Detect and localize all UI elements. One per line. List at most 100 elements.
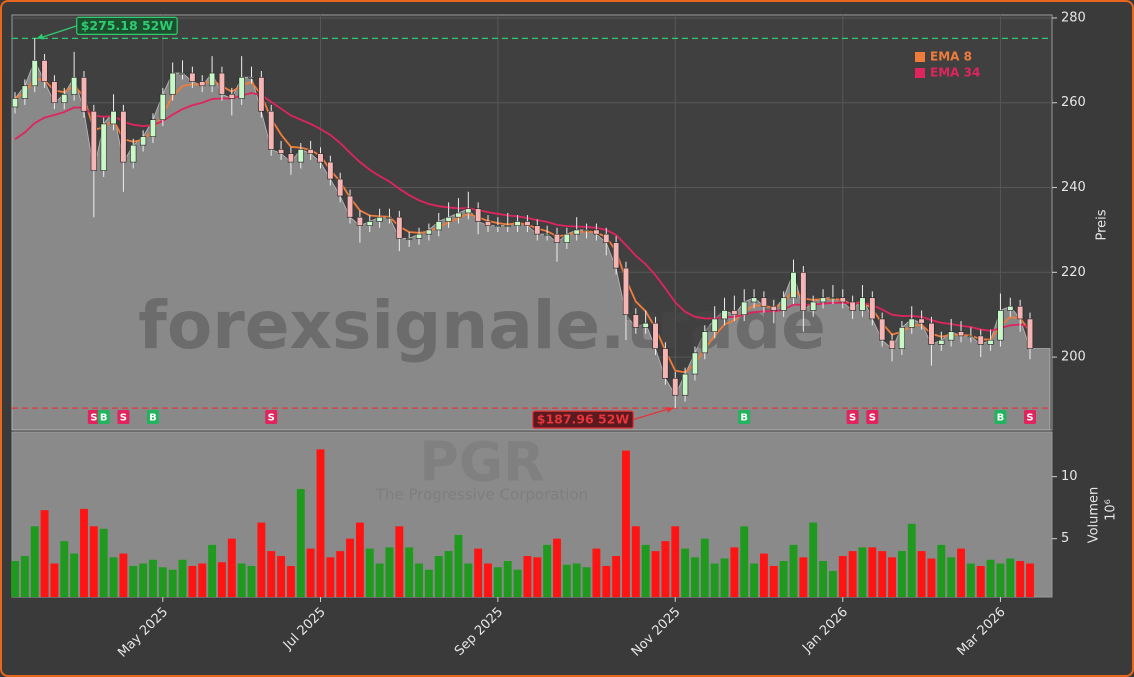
volume-bar: [395, 526, 404, 597]
candle-body: [90, 110, 97, 171]
volume-bar: [947, 557, 956, 597]
volume-bar: [158, 567, 167, 597]
volume-bar: [651, 551, 660, 597]
candle-body: [1007, 305, 1014, 311]
signal-box: [738, 410, 751, 424]
candle-body: [869, 297, 876, 320]
volume-bar: [40, 510, 49, 597]
candle-body: [534, 225, 541, 235]
volume-bar: [139, 563, 148, 597]
candle-body: [337, 178, 344, 197]
candle-body: [879, 318, 886, 341]
volume-bar: [385, 547, 394, 597]
volume-bar: [70, 553, 79, 597]
signal-box: [87, 410, 100, 424]
volume-bar: [50, 563, 59, 597]
volume-bar: [247, 565, 256, 597]
candle-body: [918, 318, 925, 324]
volume-bar: [878, 551, 887, 597]
volume-bar: [286, 565, 295, 597]
volume-bar: [543, 544, 552, 597]
volume-bar: [858, 547, 867, 597]
candle-body: [613, 242, 620, 269]
volume-bar: [149, 559, 157, 597]
extreme-label: $187.96 52W: [537, 412, 630, 427]
candle-body: [248, 77, 255, 79]
volume-bar: [582, 567, 591, 597]
volume-bar: [444, 551, 453, 597]
signal-label: S: [268, 413, 275, 424]
candle-body: [750, 297, 758, 303]
watermark: PGR: [419, 431, 544, 494]
candle-body: [691, 352, 699, 375]
candle-body: [731, 310, 738, 315]
candle-body: [760, 297, 768, 307]
volume-bar: [119, 553, 128, 597]
candle-body: [603, 233, 610, 243]
candle-body: [898, 327, 905, 349]
candle-body: [110, 110, 117, 125]
legend-label: EMA 8: [930, 50, 972, 64]
volume-bar: [957, 548, 965, 597]
candle-body: [41, 60, 48, 82]
candle-body: [287, 153, 295, 163]
candle-body: [475, 208, 482, 222]
candle-body: [484, 221, 492, 226]
candle-body: [228, 93, 235, 99]
volume-bar: [503, 561, 512, 597]
candle-body: [396, 216, 403, 239]
volume-bar: [809, 522, 818, 597]
y-tick-label: 200: [1061, 350, 1086, 365]
candle-body: [741, 301, 748, 315]
extreme-arrowhead: [36, 33, 44, 40]
candle-body: [819, 297, 827, 303]
volume-bar: [168, 569, 177, 597]
volume-bar: [316, 449, 325, 597]
volume-bar: [99, 528, 108, 597]
candle-body: [445, 216, 452, 222]
candle-body: [268, 110, 275, 150]
signal-box: [846, 410, 859, 424]
volume-bar: [769, 565, 778, 597]
y-tick-label: 240: [1061, 180, 1086, 195]
volume-bar: [907, 523, 916, 597]
candle-body: [307, 149, 314, 154]
volume-bar: [30, 526, 39, 597]
candle-body: [415, 233, 423, 239]
volume-bar: [296, 489, 305, 597]
volume-bar: [819, 561, 827, 597]
extreme-arrow: [38, 25, 77, 40]
volume-bar: [464, 563, 473, 597]
volume-bar: [888, 557, 896, 597]
volume-bar: [375, 563, 384, 597]
candle-body: [1026, 318, 1034, 349]
candle-body: [770, 305, 777, 311]
candle-body: [642, 322, 649, 328]
candle-body: [800, 272, 807, 311]
volume-bar: [11, 561, 19, 597]
y-tick-label: 10: [1061, 469, 1078, 484]
volume-bar: [306, 548, 315, 597]
candle-body: [790, 272, 797, 299]
candle-body: [31, 60, 38, 87]
volume-bar: [927, 558, 936, 597]
volume-bar: [779, 561, 788, 597]
candle-body: [514, 221, 521, 226]
signal-box: [117, 410, 130, 424]
legend-swatch: [915, 68, 925, 78]
volume-bar: [691, 557, 699, 597]
candle-body: [61, 93, 68, 104]
candle-body: [455, 212, 462, 218]
candle-body: [563, 233, 570, 243]
volume-bar: [789, 544, 798, 597]
volume-bar: [80, 508, 88, 597]
volume-bar: [218, 562, 226, 597]
candle-body: [711, 318, 718, 332]
candle-body: [386, 216, 393, 219]
candle-body: [80, 77, 88, 112]
volume-bar: [602, 565, 611, 597]
candle-body: [258, 77, 265, 112]
volume-bar: [710, 563, 719, 597]
y-axis-label: Volumen: [1087, 487, 1102, 544]
